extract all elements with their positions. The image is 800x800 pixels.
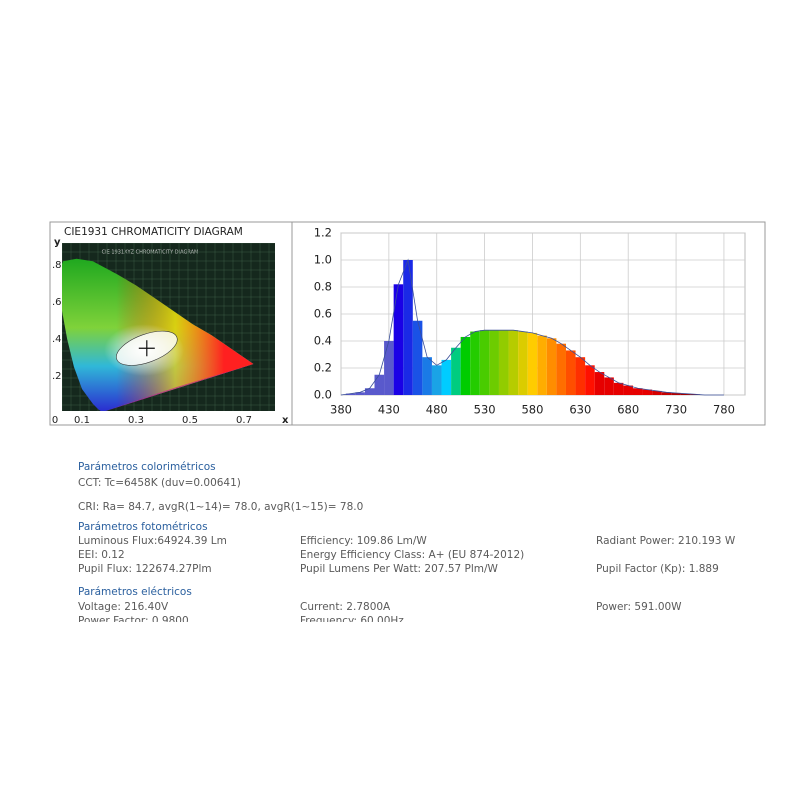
x-tick-label: 480 [426, 403, 448, 417]
text: CCT: Tc=6458K (duv=0.00641) [78, 477, 241, 489]
text: Pupil Factor (Kp): 1.889 [596, 563, 719, 575]
spectrum-bar [527, 332, 538, 395]
cie-x-tick-label: 0 [52, 415, 58, 426]
cie-inner-title: CIE 1931XYZ CHROMATICITY DIAGRAM [102, 250, 199, 256]
x-tick-label: 530 [474, 403, 496, 417]
spectrum-bar [518, 331, 528, 395]
cie-x-tick-label: 0.3 [128, 415, 144, 426]
spectrum-bar [556, 343, 566, 395]
y-tick-label: 0.2 [314, 361, 332, 375]
spectrum-line [340, 258, 724, 396]
spectrum-bar [451, 347, 461, 395]
spectrum-bar [345, 393, 356, 395]
cie-y-tick-label: .8 [52, 260, 62, 271]
text: Power Factor: 0.9800 [78, 615, 189, 622]
spectrum-bar [594, 372, 605, 395]
cie-x-tick-label: 0.5 [182, 415, 198, 426]
spectrum-bar [412, 320, 423, 395]
text: Pupil Lumens Per Watt: 207.57 Plm/W [300, 563, 498, 575]
spectrum-bar [623, 385, 633, 395]
text: EEI: 0.12 [78, 549, 125, 561]
spectrum-bar [565, 350, 576, 395]
spectrum-bar [489, 330, 499, 395]
spectrum-bar [384, 341, 394, 395]
spectrum-bar [680, 393, 691, 395]
text: Efficiency: 109.86 Lm/W [300, 535, 427, 547]
spectrum-bar [498, 330, 509, 395]
x-tick-label: 680 [617, 403, 639, 417]
spectrum-bar [403, 260, 413, 395]
cie-x-label: x [282, 415, 289, 426]
parameters: Parámetros colorimétricos CCT: Tc=6458K … [0, 455, 800, 622]
cie-y-label: y [54, 237, 61, 248]
spectrum-bar [470, 331, 480, 395]
spectrum-bar [546, 338, 557, 395]
cie-x-tick-label: 0.7 [236, 415, 252, 426]
spectrum-bar [422, 357, 432, 395]
spectrum-bar [604, 377, 614, 395]
y-tick-label: 0.8 [314, 280, 332, 294]
cie-purple [105, 363, 254, 411]
figure: CIE1931 CHROMATICITY DIAGRAM CIE 1931XYZ… [49, 221, 766, 426]
cie-x-tick-label: 0.1 [74, 415, 90, 426]
x-tick-label: 380 [330, 403, 352, 417]
cie-point [138, 340, 155, 357]
text: Energy Efficiency Class: A+ (EU 874-2012… [300, 549, 525, 561]
spectrum-bar [374, 374, 385, 395]
y-tick-label: 1.2 [314, 226, 332, 240]
spectrum-bar [460, 336, 471, 395]
spectrum-bar [613, 382, 624, 395]
spectrum-bar [652, 390, 662, 395]
spectrum-bar [671, 392, 681, 395]
figure-frame [49, 221, 766, 426]
spectrum-plot: 0.0 0.2 0.4 0.6 0.8 1.0 1.2 380 430 480 530 580 630 6… [314, 226, 746, 417]
x-tick-label: 430 [378, 403, 400, 417]
text: Current: 2.7800A [300, 601, 391, 613]
cie-y-tick-label: .4 [52, 334, 62, 345]
y-tick-label: 0.4 [314, 334, 332, 348]
x-tick-label: 580 [521, 403, 543, 417]
text: Luminous Flux:64924.39 Lm [78, 535, 227, 547]
spectrum-bar [632, 388, 643, 395]
x-tick-label: 780 [713, 403, 735, 417]
spectrum-bar [575, 357, 586, 395]
y-tick-label: 0.0 [314, 388, 332, 402]
cie-title: CIE1931 CHROMATICITY DIAGRAM [64, 226, 243, 238]
heading: Parámetros colorimétricos [78, 461, 216, 473]
x-tick-label: 630 [569, 403, 591, 417]
text: Power: 591.00W [596, 601, 682, 613]
cie-plot [62, 243, 275, 411]
text: Frequency: 60.00Hz [300, 615, 404, 622]
text: Radiant Power: 210.193 W [596, 535, 736, 547]
spectrum-bar [393, 284, 404, 395]
y-tick-label: 1.0 [314, 253, 332, 267]
spectrum-bar [431, 365, 442, 395]
spectrum-bar [661, 392, 672, 395]
spectrum-bar [441, 359, 452, 395]
spectrum-bar [479, 330, 490, 395]
spectrum-bar [585, 365, 595, 395]
text: Pupil Flux: 122674.27Plm [78, 563, 212, 575]
cie-y-tick-label: .6 [52, 297, 62, 308]
cie-y-tick-label: .2 [52, 371, 62, 382]
heading: Parámetros fotométricos [78, 521, 208, 533]
spectrum-bar [364, 388, 375, 395]
y-tick-label: 0.6 [314, 307, 332, 321]
heading: Parámetros eléctricos [78, 586, 192, 598]
spectrum-bar [642, 389, 653, 395]
spectrum-bar [508, 330, 519, 395]
text: Voltage: 216.40V [78, 601, 169, 613]
x-tick-label: 730 [665, 403, 687, 417]
text: CRI: Ra= 84.7, avgR(1~14)= 78.0, avgR(1~… [78, 501, 364, 513]
spectrum-bar [355, 392, 365, 395]
spectrum-bar [537, 335, 547, 395]
